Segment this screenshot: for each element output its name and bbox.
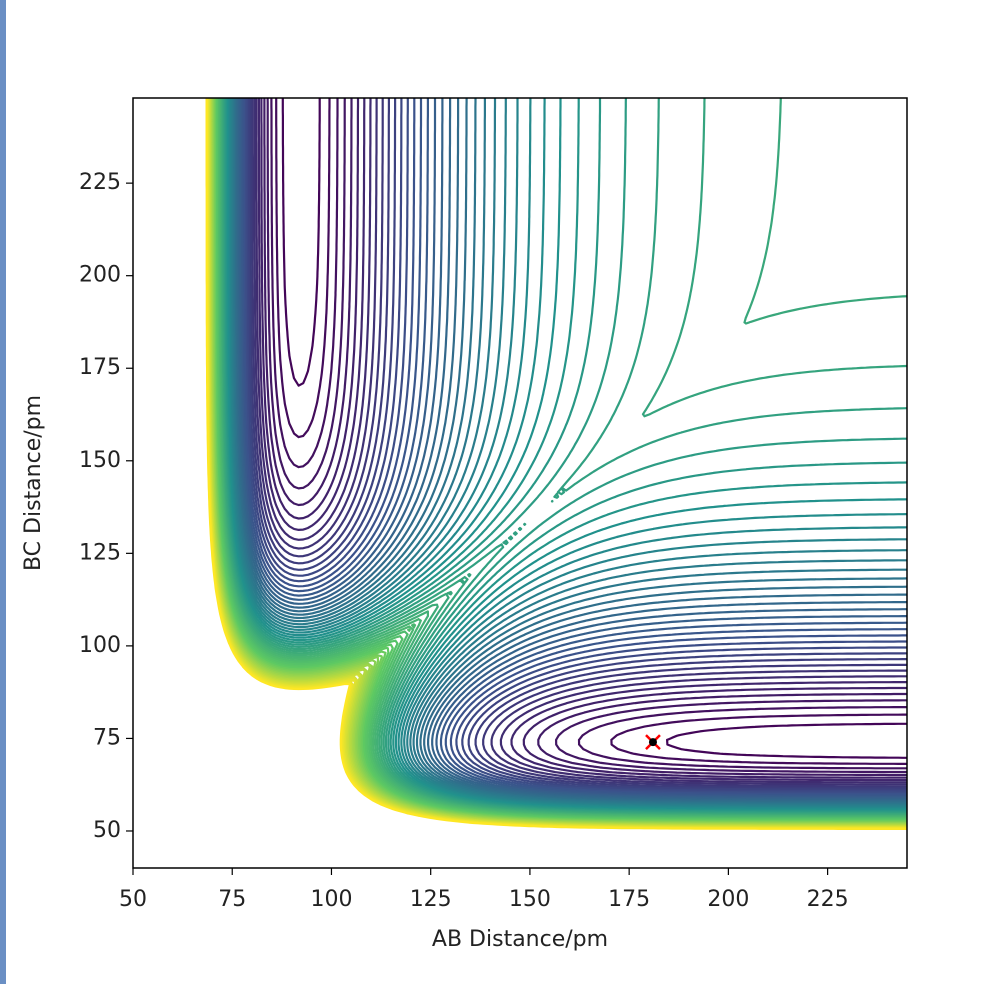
contour-line: [255, 98, 907, 784]
y-axis-label: BC Distance/pm: [21, 395, 46, 571]
contour-line: [263, 98, 907, 777]
y-tick-label: 225: [79, 170, 121, 195]
x-tick-label: 75: [218, 887, 246, 912]
marker: [645, 734, 661, 751]
contour-line: [253, 98, 907, 786]
contour-line: [241, 98, 907, 797]
contour-line: [260, 98, 907, 779]
contour-line: [240, 98, 907, 798]
x-tick-label: 225: [807, 887, 849, 912]
y-tick-label: 100: [79, 633, 121, 658]
contour-line: [266, 98, 907, 774]
contour-line: [245, 98, 907, 793]
contour-line: [251, 98, 907, 788]
x-axis-label: AB Distance/pm: [432, 927, 608, 952]
window-edge: [0, 0, 6, 984]
contour-line: [244, 98, 907, 794]
x-tick-label: 50: [119, 887, 147, 912]
contour-line: [205, 98, 907, 830]
x-tick-label: 100: [310, 887, 352, 912]
y-tick-label: 50: [93, 818, 121, 843]
x-tick-label: 175: [608, 887, 650, 912]
contour-lines: [205, 98, 907, 830]
x-tick-label: 150: [509, 887, 551, 912]
y-tick-label: 175: [79, 355, 121, 380]
contour-line: [270, 98, 907, 770]
marker-dot: [648, 738, 657, 747]
contour-line: [238, 98, 907, 799]
x-tick-label: 200: [707, 887, 749, 912]
contour-line: [281, 98, 907, 759]
contour-line: [249, 98, 907, 790]
contour-line: [247, 98, 907, 791]
contour-line: [242, 98, 907, 796]
y-tick-label: 150: [79, 448, 121, 473]
contour-line: [237, 98, 907, 801]
contour-line: [275, 98, 907, 765]
plot-frame: [132, 97, 908, 869]
y-tick-label: 200: [79, 263, 121, 288]
contour-line: [257, 98, 907, 782]
y-tick-label: 125: [79, 540, 121, 565]
y-tick-label: 75: [93, 725, 121, 750]
x-tick-label: 125: [410, 887, 452, 912]
